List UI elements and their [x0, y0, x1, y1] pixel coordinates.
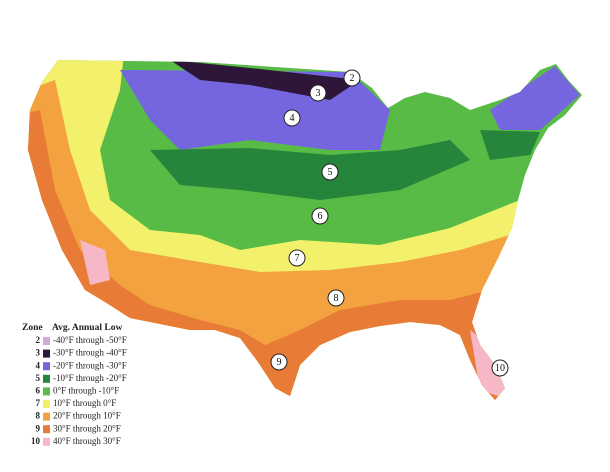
zone-marker: [311, 207, 329, 225]
legend-range: -30°F through -40°F: [53, 348, 127, 358]
legend-swatch: [43, 374, 50, 383]
legend-range: 20°F through 10°F: [53, 411, 121, 421]
legend-swatch: [43, 425, 50, 434]
zone-marker-label: 3: [316, 88, 321, 99]
zone-marker-label: 4: [290, 113, 295, 124]
legend-range: 30°F through 20°F: [53, 423, 121, 433]
zone-marker: [270, 353, 288, 371]
legend-range: 0°F through -10°F: [53, 385, 119, 395]
zone-marker-label: 5: [328, 167, 333, 178]
zone-marker: [343, 69, 361, 87]
zone-marker: [283, 109, 301, 127]
legend-swatch: [43, 387, 50, 396]
legend-zone: 9: [36, 423, 41, 433]
legend-range: -10°F through -20°F: [53, 373, 127, 383]
legend-swatch: [43, 400, 50, 408]
zone-marker: [491, 359, 509, 377]
legend-zone: 5: [36, 373, 41, 383]
legend-swatch: [43, 412, 50, 421]
legend-zone: 4: [36, 360, 41, 370]
legend-range: 10°F through 0°F: [53, 398, 116, 408]
legend: 2 -40°F through -50°F 3 -30°F through -40°F…: [31, 335, 127, 446]
legend-header-low: Avg. Annual Low: [52, 323, 122, 333]
zone-marker: [288, 249, 306, 267]
legend-range: -40°F through -50°F: [53, 335, 127, 345]
legend-zone: 7: [36, 398, 41, 408]
zone-marker-label: 7: [295, 253, 300, 264]
legend-zone: 10: [31, 436, 41, 446]
zone-marker-label: 10: [495, 363, 505, 374]
zone-marker: [327, 289, 345, 307]
legend-zone: 3: [36, 348, 41, 358]
legend-swatch: [43, 337, 50, 345]
zone-marker-label: 2: [350, 73, 355, 84]
legend-range: -20°F through -30°F: [53, 360, 127, 370]
legend-zone: 6: [36, 385, 41, 395]
zone-marker-label: 6: [318, 211, 323, 222]
legend-swatch: [43, 437, 50, 446]
legend-swatch: [43, 362, 50, 371]
zone-marker-label: 9: [277, 357, 282, 368]
legend-zone: 8: [36, 411, 41, 421]
legend-swatch: [43, 349, 50, 358]
zone-marker: [321, 163, 339, 181]
zone-marker-label: 8: [334, 293, 339, 304]
legend-zone: 2: [36, 335, 41, 345]
zone-labels: 2 3 4 5 6 7 8 9 10: [270, 69, 509, 377]
legend-header-zone: Zone: [22, 323, 43, 333]
zone-marker: [309, 84, 327, 102]
legend-range: 40°F through 30°F: [53, 436, 121, 446]
